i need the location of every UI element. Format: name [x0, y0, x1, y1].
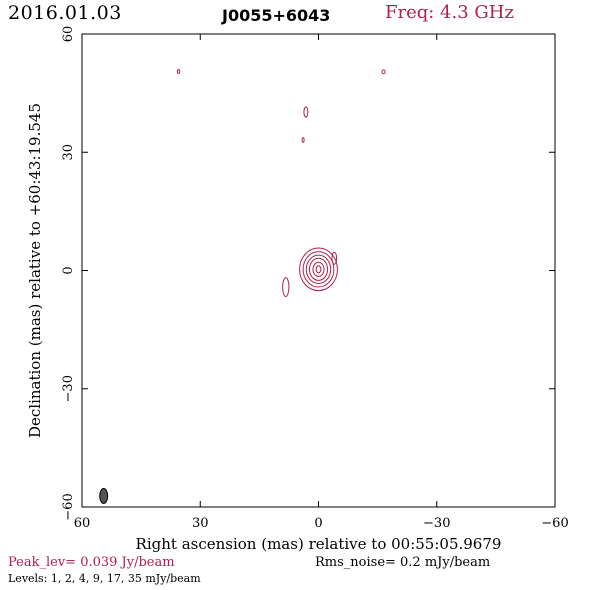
peak-level: Peak_lev= 0.039 Jy/beam	[8, 555, 175, 570]
y-tick-label: 0	[61, 266, 76, 274]
y-axis-label: Declination (mas) relative to +60:43:19.…	[26, 103, 44, 438]
source-name: J0055+6043	[222, 6, 331, 25]
island-contour	[331, 251, 338, 265]
core-contour	[302, 251, 335, 288]
x-tick-label: −60	[541, 516, 568, 531]
core-contour	[308, 257, 329, 281]
beam-ellipse	[99, 487, 109, 504]
contour-lines	[176, 68, 386, 298]
x-tick-label: −30	[423, 516, 450, 531]
x-tick-label: 60	[74, 516, 91, 531]
observation-date: 2016.01.03	[8, 2, 122, 24]
x-tick-label: 30	[192, 516, 209, 531]
core-contour	[312, 261, 325, 277]
y-tick-label: 60	[61, 26, 76, 43]
core-contour	[305, 254, 332, 285]
y-tick-label: 30	[61, 144, 76, 161]
beam-group	[99, 487, 109, 504]
island-contour	[301, 137, 305, 143]
island-contour	[282, 277, 290, 298]
rms-noise: Rms_noise= 0.2 mJy/beam	[315, 555, 491, 570]
plot-frame	[81, 33, 556, 508]
x-tick-label: 0	[314, 516, 322, 531]
frequency-label: Freq: 4.3 GHz	[385, 2, 514, 23]
y-tick-label: −30	[61, 375, 76, 402]
x-axis-label: Right ascension (mas) relative to 00:55:…	[136, 535, 502, 553]
tick-labels: 60 30 0 −30 −60 −60 −30 0 30 60	[61, 26, 569, 531]
core-contour	[299, 247, 338, 292]
tick-marks	[81, 33, 556, 508]
island-contour	[303, 106, 309, 118]
y-tick-label: −60	[61, 493, 76, 520]
island-contour	[176, 68, 181, 74]
island-contour	[381, 69, 386, 75]
contour-levels: Levels: 1, 2, 4, 9, 17, 35 mJy/beam	[8, 572, 201, 585]
core-contour	[315, 265, 322, 274]
